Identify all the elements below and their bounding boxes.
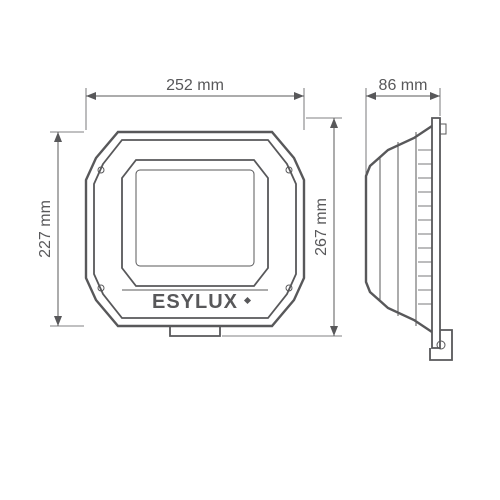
dim-depth-label: 86 mm — [379, 77, 428, 94]
dim-overall-height-label: 267 mm — [313, 198, 330, 256]
brand-icon — [244, 297, 251, 304]
brand-label: ESYLUX — [152, 291, 238, 313]
dim-height-227: 227 mm — [37, 132, 84, 326]
side-view — [366, 118, 452, 360]
dim-height-label: 227 mm — [37, 200, 54, 258]
dim-width-252: 252 mm — [86, 77, 304, 130]
front-view: ESYLUX — [86, 132, 304, 336]
dim-overall-height-267: 267 mm — [222, 118, 342, 336]
dim-width-label: 252 mm — [166, 77, 224, 94]
dimensional-drawing: ESYLUX — [0, 0, 500, 500]
